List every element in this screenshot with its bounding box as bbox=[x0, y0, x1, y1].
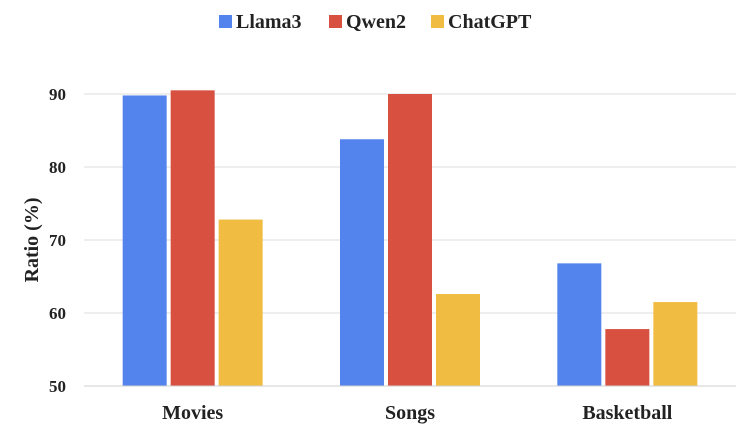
y-tick-label: 90 bbox=[49, 85, 66, 104]
y-axis-ticks: 50 60 70 80 90 bbox=[49, 85, 66, 396]
bars bbox=[122, 90, 698, 387]
bar-llama3-basketball bbox=[557, 263, 602, 386]
x-axis-categories: Movies Songs Basketball bbox=[162, 402, 673, 424]
bar-chatgpt-songs bbox=[436, 294, 480, 386]
bar-qwen2-basketball bbox=[605, 329, 650, 386]
legend-swatch-llama3 bbox=[219, 15, 232, 28]
x-tick-label: Basketball bbox=[582, 402, 672, 424]
legend: Llama3 Qwen2 ChatGPT bbox=[219, 11, 532, 33]
legend-label-llama3: Llama3 bbox=[236, 11, 302, 33]
legend-label-qwen2: Qwen2 bbox=[346, 11, 406, 33]
y-tick-label: 50 bbox=[49, 377, 66, 396]
bar-chatgpt-basketball bbox=[653, 302, 698, 386]
legend-swatch-chatgpt bbox=[431, 15, 444, 28]
y-tick-label: 60 bbox=[49, 304, 66, 323]
bar-chatgpt-movies bbox=[218, 219, 263, 386]
x-tick-label: Movies bbox=[162, 402, 223, 424]
legend-label-chatgpt: ChatGPT bbox=[448, 11, 532, 33]
y-axis-title: Ratio (%) bbox=[21, 198, 43, 283]
bar-llama3-songs bbox=[340, 139, 384, 386]
bar-qwen2-songs bbox=[388, 94, 432, 386]
bar-llama3-movies bbox=[122, 95, 167, 387]
x-tick-label: Songs bbox=[385, 402, 435, 424]
bar-qwen2-movies bbox=[170, 90, 215, 386]
y-tick-label: 80 bbox=[49, 158, 66, 177]
y-tick-label: 70 bbox=[49, 231, 66, 250]
legend-swatch-qwen2 bbox=[329, 15, 342, 28]
